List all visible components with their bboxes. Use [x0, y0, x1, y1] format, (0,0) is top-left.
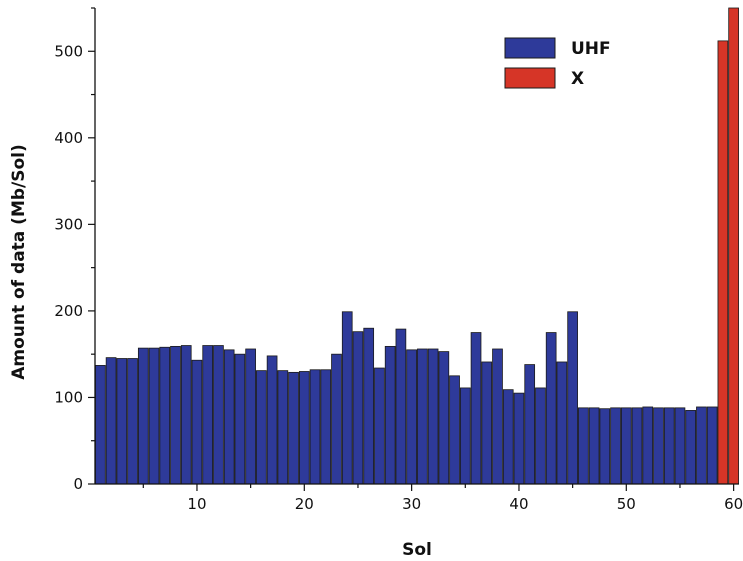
y-tick-label: 0 — [73, 475, 83, 493]
bar-uhf-sol-16 — [256, 370, 267, 485]
bar-uhf-sol-52 — [642, 406, 654, 485]
bar-uhf-sol-55 — [674, 407, 686, 485]
bar-uhf-sol-9 — [180, 345, 192, 485]
bar-uhf-sol-38 — [492, 348, 503, 485]
legend-swatch-x — [504, 67, 556, 89]
x-tick-label: 20 — [295, 495, 314, 513]
bar-uhf-sol-19 — [288, 371, 299, 485]
bar-uhf-sol-47 — [588, 407, 600, 485]
bar-uhf-sol-22 — [320, 369, 332, 485]
bar-uhf-sol-5 — [137, 347, 149, 485]
y-axis-title: Amount of data (Mb/Sol) — [9, 144, 29, 380]
y-tick-label: 500 — [54, 42, 83, 60]
bar-uhf-sol-8 — [170, 345, 181, 485]
bar-uhf-sol-12 — [213, 345, 224, 485]
bar-uhf-sol-23 — [331, 353, 342, 485]
bar-uhf-sol-43 — [545, 332, 557, 485]
bar-uhf-sol-28 — [384, 345, 396, 485]
bar-uhf-sol-33 — [438, 351, 450, 485]
bar-uhf-sol-48 — [599, 408, 611, 485]
axes-layer: 0 100 200 300 400 500 10 20 30 40 50 60 — [54, 7, 743, 513]
x-tick-label: 30 — [402, 495, 421, 513]
bar-uhf-sol-44 — [556, 361, 568, 485]
bar-uhf-sol-15 — [245, 348, 256, 485]
x-tick-label: 10 — [187, 495, 206, 513]
bar-uhf-sol-34 — [449, 375, 460, 485]
bar-uhf-sol-56 — [685, 410, 697, 485]
bar-uhf-sol-29 — [395, 328, 407, 485]
bar-uhf-sol-4 — [127, 358, 138, 485]
bars-layer — [95, 7, 739, 485]
bar-uhf-sol-51 — [631, 407, 643, 485]
x-tick-label: 60 — [724, 495, 743, 513]
legend-label-uhf: UHF — [571, 39, 611, 59]
bar-uhf-sol-25 — [352, 331, 364, 485]
bar-uhf-sol-42 — [535, 387, 546, 485]
bar-uhf-sol-53 — [653, 407, 664, 485]
legend-swatch-uhf — [504, 37, 556, 59]
bar-uhf-sol-21 — [309, 369, 321, 485]
bar-uhf-sol-45 — [567, 311, 578, 485]
x-tick-label: 40 — [509, 495, 528, 513]
y-tick-label: 400 — [54, 129, 83, 147]
y-tick-label: 100 — [54, 388, 83, 406]
bar-uhf-sol-30 — [406, 349, 417, 485]
bar-uhf-sol-27 — [374, 367, 385, 485]
x-tick-label: 50 — [617, 495, 636, 513]
bar-uhf-sol-54 — [663, 407, 675, 485]
bar-uhf-sol-26 — [363, 327, 375, 485]
bar-uhf-sol-39 — [502, 389, 514, 485]
bar-uhf-sol-10 — [191, 359, 203, 485]
bar-uhf-sol-58 — [706, 406, 718, 485]
bar-uhf-sol-13 — [223, 349, 235, 485]
bar-uhf-sol-35 — [459, 387, 471, 485]
y-tick-label: 200 — [54, 302, 83, 320]
bar-x-sol-59 — [717, 40, 729, 485]
bar-uhf-sol-41 — [524, 364, 536, 485]
bar-uhf-sol-50 — [620, 407, 632, 485]
bar-uhf-sol-11 — [202, 345, 214, 485]
bar-uhf-sol-36 — [470, 332, 482, 485]
legend-label-x: X — [571, 69, 584, 89]
bar-uhf-sol-6 — [148, 347, 160, 485]
bar-uhf-sol-17 — [266, 355, 278, 485]
bar-x-sol-60 — [728, 7, 739, 485]
legend: UHF X — [504, 37, 611, 89]
bar-uhf-sol-1 — [95, 365, 106, 485]
bar-uhf-sol-24 — [341, 311, 353, 485]
bar-uhf-sol-31 — [417, 348, 428, 485]
bar-uhf-sol-18 — [277, 370, 289, 485]
bar-uhf-sol-2 — [105, 357, 117, 485]
bar-uhf-sol-7 — [159, 346, 171, 485]
x-axis-title: Sol — [402, 540, 432, 560]
y-tick-label: 300 — [54, 215, 83, 233]
bar-uhf-sol-57 — [696, 406, 707, 485]
bar-uhf-sol-14 — [234, 353, 246, 485]
bar-uhf-sol-37 — [481, 361, 493, 485]
bar-uhf-sol-3 — [116, 358, 128, 485]
bar-uhf-sol-20 — [298, 371, 310, 485]
bar-uhf-sol-46 — [578, 407, 589, 485]
bar-uhf-sol-49 — [610, 407, 621, 485]
bar-uhf-sol-32 — [427, 348, 439, 485]
bar-uhf-sol-40 — [513, 392, 525, 485]
